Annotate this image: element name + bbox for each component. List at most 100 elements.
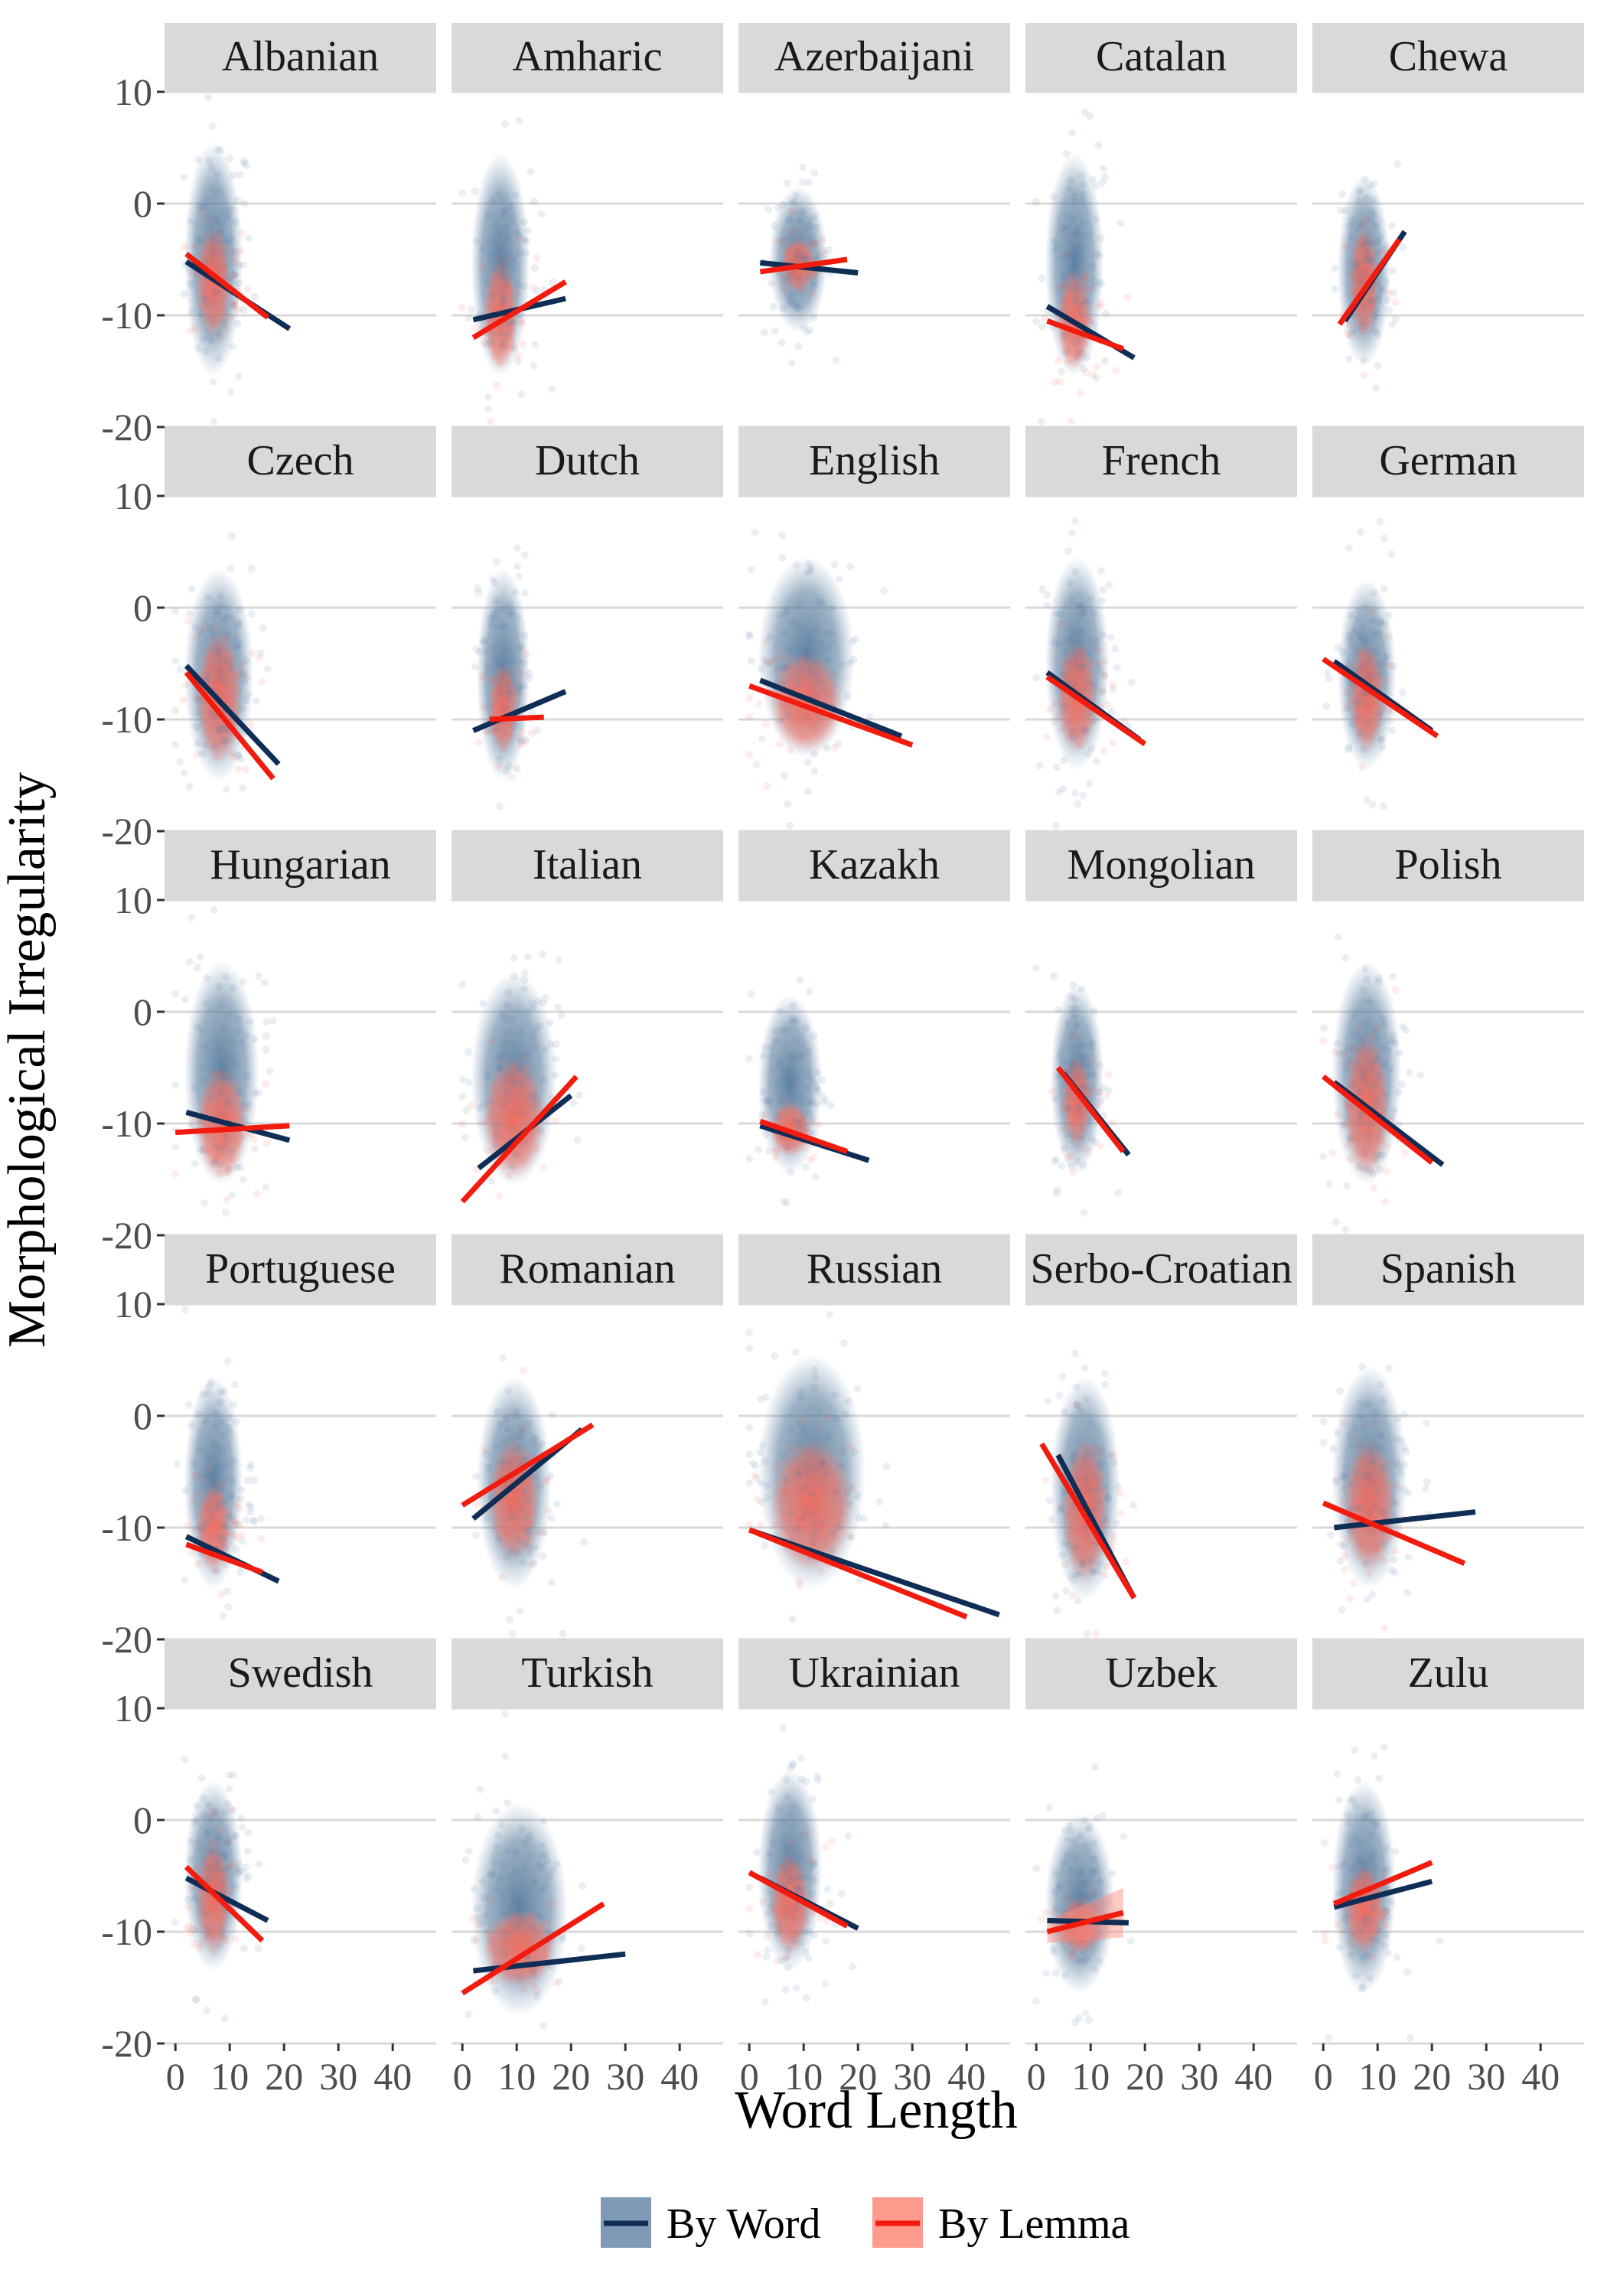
word-point	[516, 1064, 524, 1072]
word-point	[1097, 1097, 1105, 1105]
word-point	[1085, 678, 1094, 687]
word-point	[808, 1890, 817, 1898]
word-point	[510, 1512, 519, 1520]
word-point	[1077, 602, 1085, 611]
lemma-point	[1074, 348, 1082, 357]
word-point	[236, 171, 244, 179]
word-point	[1074, 347, 1083, 356]
lemma-point	[1394, 1524, 1403, 1532]
word-point	[252, 696, 260, 705]
lemma-point	[529, 1103, 537, 1111]
word-point	[792, 1117, 800, 1125]
lemma-point	[1359, 245, 1367, 253]
lemma-point	[1356, 707, 1364, 716]
word-point	[1373, 238, 1381, 246]
lemma-point	[204, 1812, 213, 1821]
word-point	[821, 1980, 830, 1988]
word-point	[1371, 1155, 1379, 1163]
word-point	[1058, 1505, 1066, 1513]
lemma-point	[253, 1189, 261, 1198]
lemma-point	[1080, 269, 1088, 278]
word-point	[849, 638, 857, 646]
word-point	[507, 1124, 515, 1132]
word-point	[1380, 1743, 1388, 1752]
lemma-point	[1057, 1502, 1065, 1510]
word-point	[805, 220, 813, 229]
word-point	[1385, 306, 1393, 315]
word-point	[1341, 1474, 1349, 1482]
word-point	[1391, 1848, 1400, 1856]
word-point	[526, 168, 535, 176]
lemma-point	[1069, 1120, 1077, 1128]
word-point	[1362, 1559, 1371, 1567]
word-point	[506, 688, 514, 696]
word-point	[214, 329, 223, 338]
word-point	[222, 262, 230, 270]
word-point	[1077, 611, 1086, 619]
word-point	[530, 1100, 539, 1108]
word-point	[1387, 1036, 1395, 1045]
word-point	[216, 1056, 224, 1065]
word-point	[783, 276, 791, 285]
lemma-point	[1070, 727, 1078, 735]
lemma-point	[189, 1939, 197, 1948]
panel-amharic: Amharic	[451, 23, 723, 429]
word-point	[256, 649, 265, 657]
word-point	[1095, 278, 1103, 286]
lemma-point	[1076, 1133, 1084, 1142]
word-point	[1354, 699, 1363, 707]
word-point	[525, 669, 533, 677]
word-point	[1371, 1417, 1379, 1425]
lemma-point	[228, 749, 236, 758]
lemma-point	[779, 700, 787, 709]
word-point	[212, 1419, 220, 1427]
word-point	[205, 624, 214, 632]
word-point	[1367, 673, 1376, 682]
lemma-point	[805, 250, 813, 259]
lemma-point	[1073, 1530, 1081, 1538]
word-point	[530, 361, 538, 370]
x-tick-label: 30	[1180, 2055, 1218, 2098]
word-point	[1380, 653, 1389, 661]
lemma-point	[784, 1952, 792, 1960]
word-point	[1380, 802, 1388, 810]
word-point	[790, 217, 798, 226]
word-point	[1362, 700, 1371, 708]
word-point	[1069, 734, 1077, 742]
y-tick-label: 10	[114, 879, 152, 921]
word-point	[222, 973, 230, 981]
x-tick-label: 20	[552, 2055, 590, 2098]
word-point	[210, 248, 219, 256]
lemma-point	[213, 743, 221, 752]
word-point	[810, 1079, 818, 1088]
lemma-point	[217, 1872, 226, 1880]
lemma-point	[184, 1903, 193, 1911]
word-point	[1070, 192, 1078, 201]
word-point	[227, 1147, 235, 1156]
lemma-point	[762, 659, 771, 667]
word-point	[526, 1094, 535, 1102]
word-point	[485, 1870, 494, 1879]
lemma-point	[1082, 368, 1090, 377]
word-point	[491, 1140, 500, 1149]
word-point	[771, 327, 779, 335]
lemma-point	[1102, 700, 1110, 709]
word-point	[762, 1952, 771, 1961]
word-point	[1077, 1103, 1085, 1111]
word-point	[810, 1365, 819, 1374]
word-point	[1097, 1519, 1106, 1528]
word-point	[503, 320, 511, 328]
word-point	[508, 1629, 517, 1638]
lemma-point	[1080, 1895, 1088, 1903]
word-point	[800, 1424, 809, 1433]
word-point	[1051, 1592, 1060, 1600]
word-point	[498, 292, 507, 301]
word-point	[1370, 1861, 1378, 1870]
word-point	[771, 222, 779, 230]
word-point	[537, 1864, 546, 1872]
word-point	[802, 256, 810, 264]
lemma-point	[762, 1110, 771, 1119]
word-point	[514, 231, 523, 240]
word-point	[788, 228, 797, 236]
word-point	[1087, 745, 1096, 753]
